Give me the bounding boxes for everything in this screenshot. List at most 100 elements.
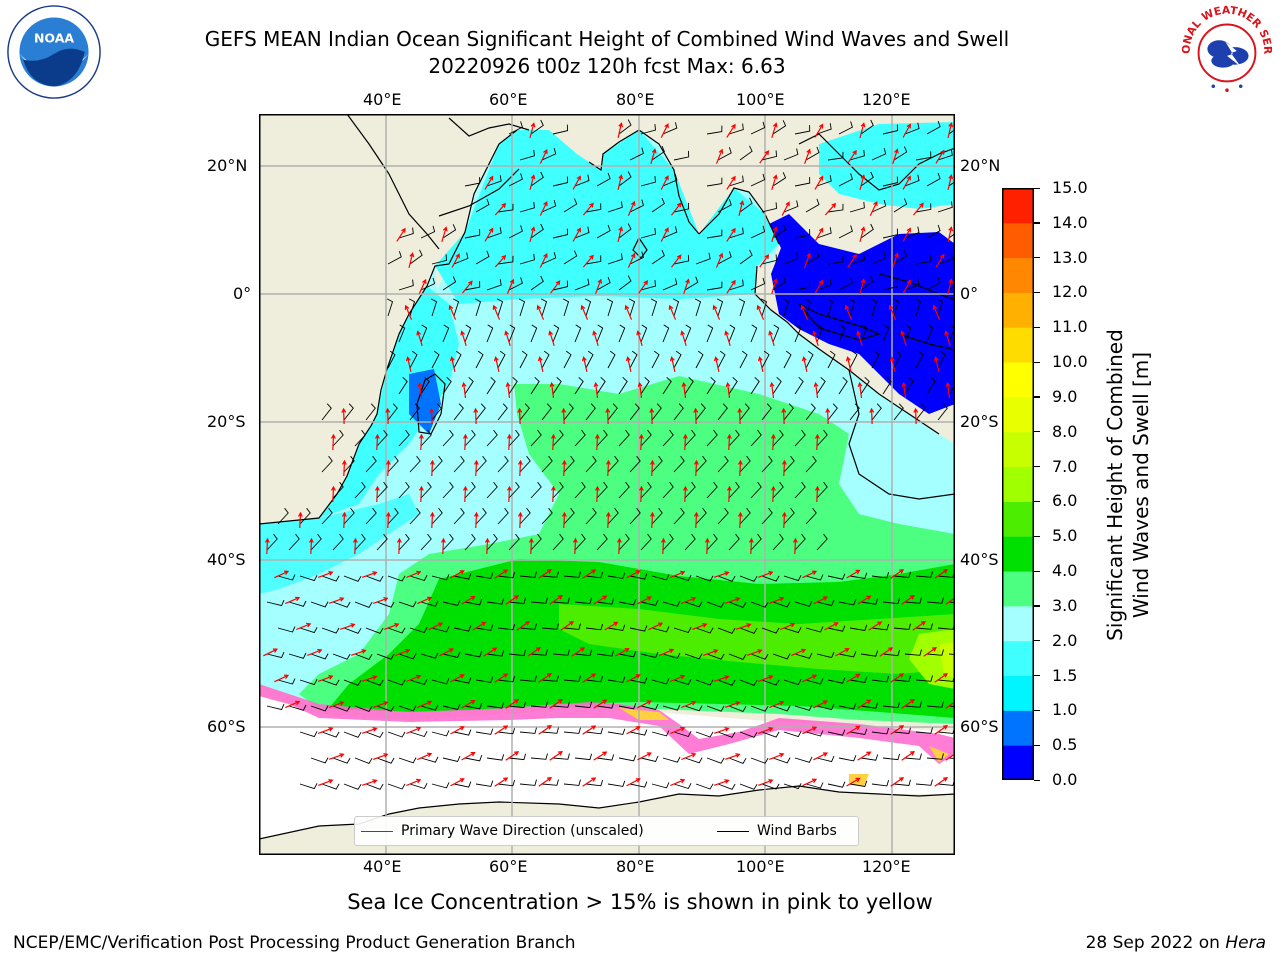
wind-barb xyxy=(618,171,632,187)
wind-barb xyxy=(343,575,362,582)
wind-barb xyxy=(706,125,723,135)
wave-direction-arrow xyxy=(494,569,509,579)
wind-barb xyxy=(673,626,692,634)
lon-label-top-40e: 40°E xyxy=(363,90,402,109)
wave-direction-arrow xyxy=(759,254,770,268)
wind-barb xyxy=(838,121,853,135)
wind-barb xyxy=(871,623,890,631)
wave-direction-arrow xyxy=(317,675,334,682)
wind-barb xyxy=(332,653,351,660)
wave-direction-arrow xyxy=(296,622,312,631)
wind-barb xyxy=(849,676,868,684)
wind-barb xyxy=(838,324,846,343)
wave-direction-arrow xyxy=(462,280,473,294)
wind-barb xyxy=(915,403,926,421)
wind-barb xyxy=(596,376,606,395)
map-panel xyxy=(259,114,955,855)
wind-barb xyxy=(563,675,581,682)
wind-barb xyxy=(728,123,744,135)
colorbar-label: Significant Height of Combined Wind Wave… xyxy=(1102,285,1154,685)
wind-barb xyxy=(398,601,417,608)
wind-barb xyxy=(794,756,813,763)
wind-barb xyxy=(508,481,520,499)
wave-direction-arrow xyxy=(923,646,938,657)
wind-barb xyxy=(409,574,428,582)
wind-barb xyxy=(728,705,747,712)
wind-barb xyxy=(453,573,472,580)
wind-barb xyxy=(453,729,472,736)
wind-barb xyxy=(782,298,790,317)
wind-barb xyxy=(937,149,953,161)
wind-barb xyxy=(574,701,593,709)
wind-barb xyxy=(728,429,740,447)
wind-barb xyxy=(398,324,406,343)
wind-barb xyxy=(662,429,674,447)
wind-barb xyxy=(618,481,630,499)
wind-barb xyxy=(882,280,899,291)
wind-barb xyxy=(442,429,454,447)
wind-barb xyxy=(563,571,581,578)
wind-barb xyxy=(365,627,384,634)
wave-direction-arrow xyxy=(461,700,476,709)
wave-direction-arrow xyxy=(317,571,334,578)
colorbar-segment xyxy=(1002,327,1034,363)
legend-primary-wave-label: Primary Wave Direction (unscaled) xyxy=(401,823,644,839)
wave-direction-arrow xyxy=(824,202,837,216)
lon-label-bottom-60e: 60°E xyxy=(489,857,528,876)
wind-barb xyxy=(596,276,611,291)
antarctica-coastline xyxy=(259,785,955,840)
wave-direction-arrow xyxy=(890,569,905,579)
wave-direction-arrow xyxy=(813,752,829,761)
wave-direction-arrow xyxy=(417,596,433,605)
wind-barb xyxy=(453,677,472,684)
wind-barb xyxy=(816,227,832,239)
wave-direction-arrow xyxy=(659,648,675,657)
wave-direction-arrow xyxy=(801,356,808,373)
wind-barb xyxy=(915,151,932,161)
wind-barb xyxy=(827,203,844,213)
wind-barb xyxy=(871,779,890,787)
wave-direction-arrow xyxy=(935,253,945,268)
wind-barb xyxy=(530,429,542,447)
wind-barb xyxy=(475,676,494,683)
wind-barb xyxy=(541,251,557,265)
wave-direction-arrow xyxy=(813,596,829,605)
wind-barb xyxy=(464,281,481,291)
wind-barb xyxy=(871,251,887,265)
wave-direction-arrow xyxy=(539,148,548,164)
wave-direction-arrow xyxy=(802,570,818,579)
wave-direction-arrow xyxy=(804,148,811,165)
wind-barb xyxy=(354,533,366,551)
wind-barb xyxy=(761,507,773,525)
wind-barb xyxy=(519,571,537,578)
wind-barb xyxy=(717,679,736,686)
wave-direction-arrow xyxy=(615,647,630,657)
wind-barb xyxy=(673,730,692,738)
wave-direction-arrow xyxy=(725,597,741,604)
wave-direction-arrow xyxy=(769,381,775,399)
wind-barb xyxy=(541,403,552,421)
wind-barb xyxy=(948,180,955,187)
wind-barb xyxy=(585,403,596,421)
wind-barb xyxy=(816,175,832,187)
wind-barb xyxy=(750,121,766,135)
wave-direction-arrow xyxy=(660,227,669,242)
wind-barb xyxy=(530,376,540,395)
wind-barb xyxy=(684,429,696,447)
wind-barb xyxy=(387,251,402,265)
wind-barb xyxy=(915,779,933,786)
wave-direction-arrow xyxy=(725,381,731,399)
wave-direction-arrow xyxy=(417,700,433,709)
wave-direction-arrow xyxy=(625,356,632,373)
wave-direction-arrow xyxy=(561,459,567,477)
wave-direction-arrow xyxy=(715,252,724,268)
colorbar-label-line2: Wind Waves and Swell [m] xyxy=(1129,351,1153,619)
wind-barb xyxy=(453,781,472,788)
wind-barb xyxy=(783,200,799,213)
wind-barb xyxy=(651,350,660,369)
wind-barb xyxy=(827,350,836,369)
colorbar-segment xyxy=(1002,292,1034,328)
wind-barb xyxy=(804,298,812,317)
wind-barb xyxy=(409,249,423,265)
wind-barb xyxy=(915,203,932,213)
